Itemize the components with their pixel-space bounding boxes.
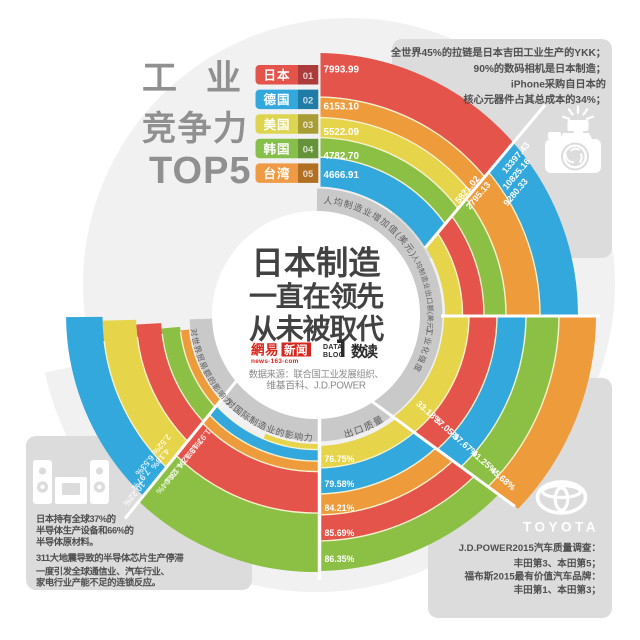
svg-text:4666.91: 4666.91 — [324, 170, 360, 181]
svg-text:7993.99: 7993.99 — [324, 65, 360, 76]
svg-text:76.75%: 76.75% — [325, 454, 355, 464]
svg-text:85.69%: 85.69% — [325, 528, 355, 538]
svg-text:丰田第1、本田第3；: 丰田第1、本田第3； — [514, 584, 601, 596]
svg-text:从未被取代: 从未被取代 — [249, 314, 384, 345]
svg-text:03: 03 — [303, 120, 314, 131]
svg-text:家电行业产能不足的连锁反应。: 家电行业产能不足的连锁反应。 — [36, 577, 161, 588]
svg-text:工业: 工业 — [142, 59, 270, 98]
svg-text:90%的数码相机是日本制造；: 90%的数码相机是日本制造； — [474, 62, 606, 75]
svg-text:311大地震导致的半导体芯片生产停滞: 311大地震导致的半导体芯片生产停滞 — [36, 552, 184, 563]
svg-text:01: 01 — [303, 71, 314, 82]
svg-text:BLOG: BLOG — [323, 352, 345, 359]
svg-text:TOYOTA: TOYOTA — [523, 520, 599, 535]
svg-text:02: 02 — [303, 95, 314, 106]
svg-text:DATA: DATA — [323, 344, 343, 351]
svg-text:韩国: 韩国 — [263, 141, 290, 156]
svg-text:丰田第3、本田第5；: 丰田第3、本田第5； — [514, 558, 601, 570]
svg-text:半导体生产设备和66%的: 半导体生产设备和66%的 — [36, 525, 134, 536]
svg-text:德国: 德国 — [263, 92, 290, 107]
svg-text:5522.09: 5522.09 — [324, 127, 360, 138]
svg-text:86.35%: 86.35% — [325, 554, 355, 564]
svg-text:半导体原材料。: 半导体原材料。 — [36, 536, 98, 547]
svg-text:全世界45%的拉链是日本吉田工业生产的YKK；: 全世界45%的拉链是日本吉田工业生产的YKK； — [390, 46, 606, 59]
svg-text:04: 04 — [303, 145, 314, 156]
svg-text:核心元器件占其总成本的34%；: 核心元器件占其总成本的34%； — [463, 93, 606, 106]
svg-text:news·163·com: news·163·com — [251, 358, 299, 365]
svg-text:数据来源：联合国工业发展组织、: 数据来源：联合国工业发展组织、 — [249, 369, 384, 380]
svg-text:台湾: 台湾 — [263, 166, 290, 181]
svg-text:日本: 日本 — [263, 68, 290, 83]
svg-text:福布斯2015最有价值汽车品牌：: 福布斯2015最有价值汽车品牌： — [464, 571, 601, 583]
svg-text:TOP5: TOP5 — [149, 150, 252, 192]
svg-text:iPhone采购自日本的: iPhone采购自日本的 — [511, 78, 606, 91]
svg-text:维基百科、J.D.POWER: 维基百科、J.D.POWER — [266, 379, 365, 392]
svg-text:84.21%: 84.21% — [325, 503, 355, 513]
svg-text:数读: 数读 — [351, 343, 378, 361]
svg-text:05: 05 — [303, 169, 314, 180]
svg-text:一直在领先: 一直在领先 — [249, 280, 384, 312]
svg-text:日本持有全球37%的: 日本持有全球37%的 — [36, 513, 116, 524]
svg-text:79.58%: 79.58% — [325, 479, 355, 489]
svg-text:竞争力: 竞争力 — [142, 110, 249, 148]
svg-text:網易: 網易 — [251, 342, 279, 358]
svg-text:新闻: 新闻 — [284, 343, 308, 357]
svg-text:一度引发全球通信业、汽车行业、: 一度引发全球通信业、汽车行业、 — [36, 566, 169, 577]
svg-text:J.D.POWER2015汽车质量调查：: J.D.POWER2015汽车质量调查： — [459, 542, 601, 554]
svg-text:4782.70: 4782.70 — [324, 151, 360, 162]
svg-text:6153.10: 6153.10 — [324, 102, 360, 113]
svg-text:美国: 美国 — [263, 117, 290, 132]
svg-text:日本制造: 日本制造 — [251, 245, 381, 281]
